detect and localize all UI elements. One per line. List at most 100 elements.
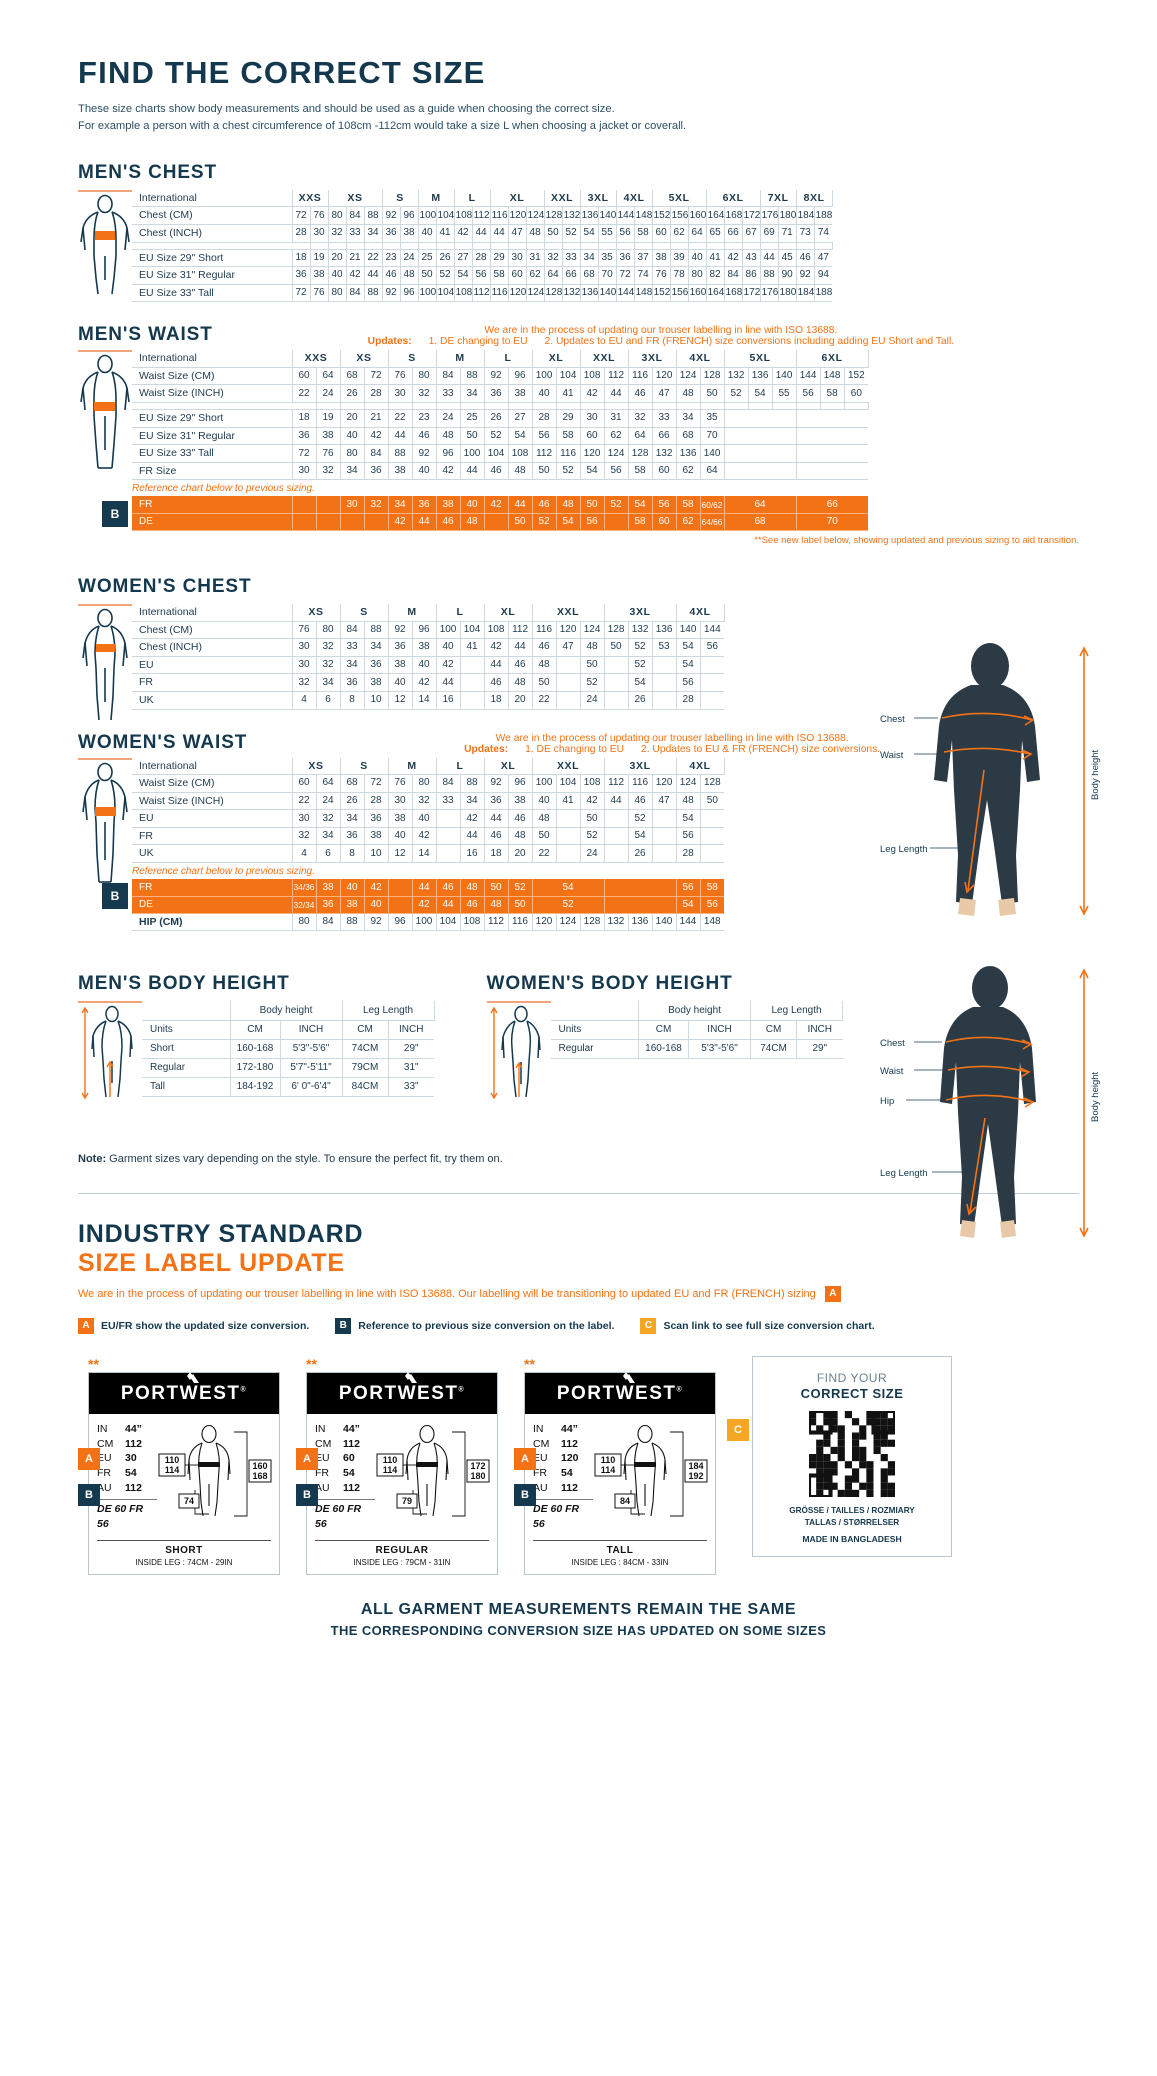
table-cell: 68: [676, 427, 701, 446]
table-cell: 32: [364, 496, 389, 514]
label-body: IN 44” CM 112 EU 120 FR 54 AU 112 DE 60 FR 56 110 11…: [525, 1414, 715, 1536]
table-cell: 56: [796, 384, 821, 404]
table-cell: 42: [412, 896, 437, 914]
label-size-value: 112: [125, 1437, 142, 1450]
womens-body-height-block: WOMEN'S BODY HEIGHT: [486, 973, 844, 1100]
table-cell: 112: [604, 367, 629, 386]
table-cell: 100: [412, 913, 437, 932]
size-group-header: 3XL: [604, 603, 677, 622]
bh-cell: 160-168: [638, 1039, 690, 1059]
table-cell: 124: [556, 913, 581, 932]
table-cell: 128: [544, 206, 563, 225]
table-cell: 100: [418, 206, 437, 225]
table-cell: 140: [652, 913, 677, 932]
label-size-value: 60: [343, 1452, 355, 1465]
height-box-bottom: 180: [470, 1471, 485, 1481]
table-cell: 4: [292, 844, 317, 864]
table-cell: 58: [490, 266, 509, 285]
table-cell: 60: [292, 367, 317, 386]
table-row: EU 30 32 34 36 38 40 42 44 46 48 50 52 54: [132, 809, 725, 828]
table-cell: 136: [580, 206, 599, 225]
anno-waist-f: Waist: [880, 1066, 904, 1077]
label-size-key: CM: [97, 1437, 114, 1450]
table-cell: 54: [676, 638, 701, 657]
legend-text: Scan link to see full size conversion ch…: [663, 1319, 875, 1332]
bh-cell: 79CM: [342, 1058, 389, 1078]
qr-code-icon[interactable]: [806, 1408, 898, 1499]
table-cell: 140: [598, 284, 617, 303]
table-cell: 116: [490, 206, 509, 225]
table-cell: 46: [532, 496, 557, 514]
row-label: EU Size 31" Regular: [132, 266, 293, 285]
size-group-header: M: [436, 350, 485, 368]
table-cell: 58: [634, 224, 653, 243]
table-cell: 33: [346, 224, 365, 243]
table-cell: 16: [436, 691, 461, 710]
size-group-header: 3XL: [628, 350, 677, 368]
table-cell: 44: [412, 513, 437, 531]
size-group-header: 3XL: [580, 189, 617, 208]
table-cell: 44: [760, 249, 779, 268]
row-label: DE: [132, 896, 293, 914]
table-cell: 8: [340, 691, 365, 710]
table-cell: 25: [460, 409, 485, 428]
table-cell: [652, 656, 677, 675]
table-cell: 42: [484, 496, 509, 514]
qr-size-chart-card[interactable]: C FIND YOUR CORRECT SIZE GRÖSSE / TAILLES /…: [727, 1355, 952, 1558]
table-cell: 34: [388, 496, 413, 514]
table-cell: 24: [316, 384, 341, 404]
table-cell: 60: [652, 224, 671, 243]
table-cell: 136: [748, 367, 773, 386]
table-cell: 30: [292, 638, 317, 657]
table-row: UK 4 6 8 10 12 14 16 18 20 22 24 26 28: [132, 691, 725, 710]
table-cell: 184: [796, 206, 815, 225]
table-cell: 32: [412, 792, 437, 811]
table-cell: 58: [820, 384, 845, 404]
table-cell: 56: [700, 896, 725, 914]
table-cell: 24: [316, 792, 341, 811]
table-cell: 54: [508, 427, 533, 446]
table-cell: 82: [706, 266, 725, 285]
table-cell: 156: [670, 284, 689, 303]
table-cell: 184: [796, 284, 815, 303]
table-cell: 6: [316, 691, 341, 710]
size-group-header: S: [388, 350, 437, 368]
table-cell: 54: [580, 462, 605, 481]
table-cell: 42: [412, 673, 437, 692]
badge-b-mens-waist: B: [102, 500, 128, 527]
table-cell: 176: [760, 206, 779, 225]
table-cell: 188: [814, 206, 832, 225]
table-cell: 68: [580, 266, 599, 285]
table-cell: 56: [604, 462, 629, 481]
table-cell: 44: [436, 673, 461, 692]
table-cell: 100: [532, 774, 557, 793]
table-row: FR 32 34 36 38 40 42 44 46 48 50 52 54 56: [132, 827, 725, 846]
table-cell: [388, 879, 413, 897]
label-size-key: IN: [97, 1422, 108, 1435]
table-cell: 42: [580, 792, 605, 811]
table-cell: 128: [700, 367, 725, 386]
label-size-key: FR: [315, 1467, 329, 1480]
table-cell: 116: [532, 621, 557, 640]
label-size-row: AU 112: [97, 1481, 157, 1496]
section-title-mens-body-height: MEN'S BODY HEIGHT: [78, 973, 290, 995]
table-cell: 32: [292, 827, 317, 846]
table-cell: 168: [724, 206, 743, 225]
intro-line-1: These size charts show body measurements…: [78, 103, 615, 115]
table-cell: [652, 809, 677, 828]
closing-line-1: ALL GARMENT MEASUREMENTS REMAIN THE SAME: [360, 1601, 797, 1618]
table-cell: 20: [508, 844, 533, 864]
table-cell: 64: [316, 774, 341, 793]
label-badge-a: A: [514, 1447, 536, 1470]
table-cell: [700, 827, 725, 846]
table-cell: 18: [484, 844, 509, 864]
table-cell: 32: [316, 809, 341, 828]
table-cell: 73: [796, 224, 815, 243]
table-cell: [604, 656, 629, 675]
qr-languages-line-2: TALLAS / STØRRELSER: [804, 1517, 900, 1527]
row-label: Waist Size (CM): [132, 774, 293, 793]
mens-waist-table-wrap: International XXS XS S M L XL XXL 3XL 4XL 5XL 6XL Wa…: [78, 350, 1079, 481]
table-cell: 52: [628, 809, 653, 828]
womens-waist-updates-label: Updates:: [464, 743, 509, 755]
label-badge-a: A: [78, 1447, 100, 1470]
